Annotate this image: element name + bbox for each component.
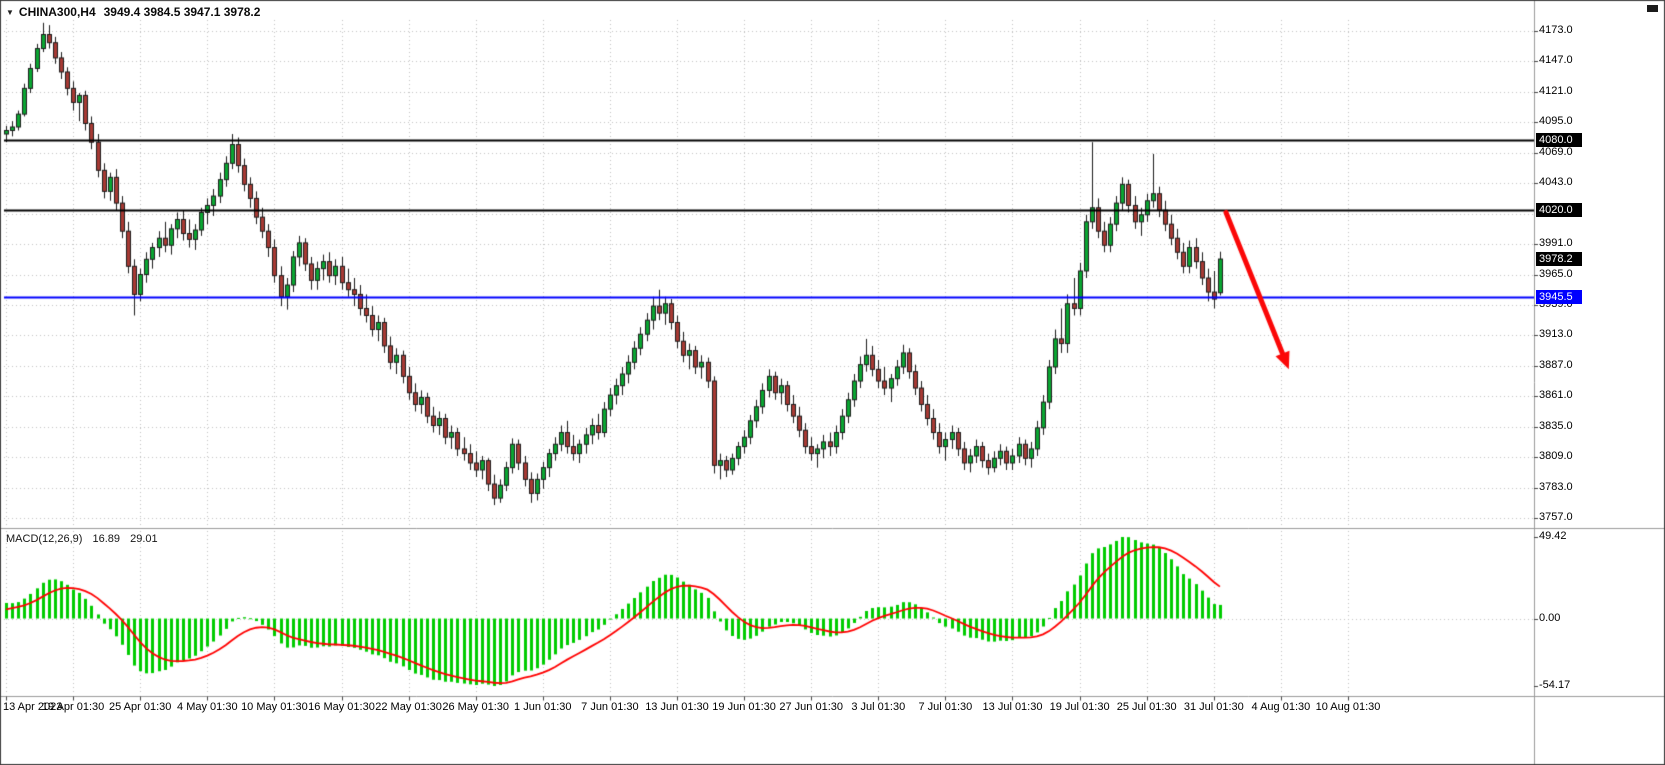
time-axis-label: 19 Apr 01:30	[41, 701, 105, 713]
macd-indicator-label: MACD(12,26,9) 16.89 29.01	[6, 533, 165, 545]
price-axis-label: 3991.0	[1539, 237, 1573, 250]
price-axis-label: 4095.0	[1539, 115, 1573, 128]
time-axis-label: 7 Jul 01:30	[918, 701, 973, 713]
hline-price-tag: 4080.0	[1536, 132, 1582, 147]
time-axis-label: 19 Jul 01:30	[1049, 701, 1110, 713]
time-axis-label: 13 Jul 01:30	[982, 701, 1043, 713]
time-axis-label: 13 Jun 01:30	[645, 701, 709, 713]
symbol-timeframe-label: CHINA300,H4	[18, 5, 96, 19]
hline-price-tag: 4020.0	[1536, 203, 1582, 218]
price-axis-label: 3887.0	[1539, 358, 1573, 371]
symbol-dropdown-icon[interactable]: ▼	[6, 7, 14, 17]
time-axis-label: 1 Jun 01:30	[514, 701, 572, 713]
time-axis-label: 10 Aug 01:30	[1315, 701, 1381, 713]
time-axis-label: 19 Jun 01:30	[712, 701, 776, 713]
price-axis-label: 3913.0	[1539, 328, 1573, 341]
macd-axis-label: -54.17	[1539, 679, 1571, 691]
price-axis-label: 3783.0	[1539, 480, 1573, 493]
time-axis-label: 16 May 01:30	[308, 701, 375, 713]
price-axis-label: 3965.0	[1539, 267, 1573, 280]
price-axis-label: 3757.0	[1539, 511, 1573, 523]
macd-axis-label: 49.42	[1539, 530, 1567, 542]
macd-signal-value: 29.01	[130, 533, 158, 545]
corner-marker	[1647, 5, 1658, 12]
price-axis-label: 4043.0	[1539, 176, 1573, 189]
time-axis-label: 26 May 01:30	[442, 701, 510, 713]
price-axis-label: 4069.0	[1539, 145, 1573, 158]
time-axis-label: 27 Jun 01:30	[779, 701, 843, 713]
time-axis-label: 13 Apr 2023	[3, 701, 63, 713]
current-price-tag: 3978.2	[1536, 252, 1582, 267]
time-axis-label: 7 Jun 01:30	[581, 701, 639, 713]
hline-price-tag: 3945.5	[1536, 290, 1582, 305]
macd-main-value: 16.89	[92, 533, 121, 545]
time-axis-label: 31 Jul 01:30	[1183, 701, 1244, 713]
time-axis-label: 25 Jul 01:30	[1116, 701, 1177, 713]
time-axis-label: 4 May 01:30	[177, 701, 238, 713]
price-axis-label: 4173.0	[1539, 24, 1573, 36]
price-axis-label: 3861.0	[1539, 389, 1573, 402]
time-axis-label: 10 May 01:30	[241, 701, 308, 713]
price-axis-label: 3809.0	[1539, 450, 1573, 463]
time-axis-label: 22 May 01:30	[375, 701, 442, 713]
price-axis-label: 4147.0	[1539, 54, 1573, 67]
time-axis-label: 25 Apr 01:30	[108, 701, 172, 713]
price-axis-label: 3835.0	[1539, 419, 1573, 432]
price-axis-label: 4121.0	[1539, 84, 1573, 97]
time-axis-label: 4 Aug 01:30	[1251, 701, 1311, 713]
macd-axis-label: 0.00	[1539, 611, 1561, 624]
symbol-title[interactable]: ▼ CHINA300,H4 3949.4 3984.5 3947.1 3978.…	[6, 5, 260, 19]
time-axis-label: 3 Jul 01:30	[851, 701, 906, 713]
ohlc-values: 3949.4 3984.5 3947.1 3978.2	[103, 5, 261, 19]
macd-name: MACD(12,26,9)	[6, 533, 83, 545]
